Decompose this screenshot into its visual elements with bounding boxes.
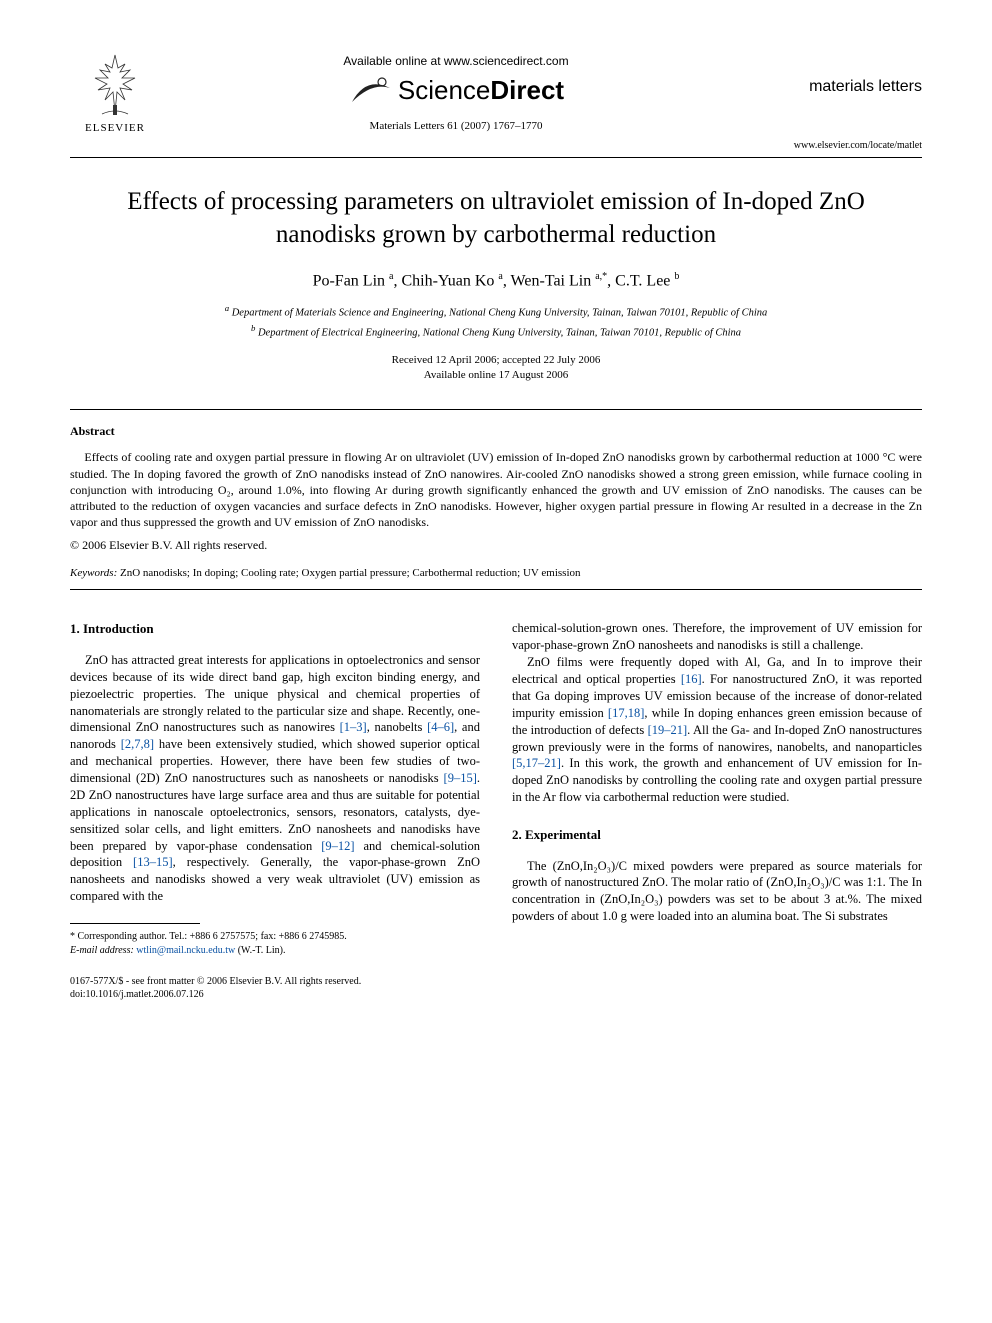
ref-link-2[interactable]: [4–6]: [427, 720, 454, 734]
journal-url: www.elsevier.com/locate/matlet: [752, 140, 922, 151]
issn-line: 0167-577X/$ - see front matter © 2006 El…: [70, 975, 480, 988]
author-4: , C.T. Lee: [607, 272, 674, 289]
citation-line: Materials Letters 61 (2007) 1767–1770: [160, 120, 752, 132]
sciencedirect-logo: ScienceDirect: [160, 72, 752, 108]
authors-line: Po-Fan Lin a, Chih-Yuan Ko a, Wen-Tai Li…: [70, 271, 922, 290]
ref-link-8[interactable]: [17,18]: [608, 706, 644, 720]
ref-link-4[interactable]: [9–15]: [444, 771, 477, 785]
journal-name: materials letters: [752, 78, 922, 96]
body-columns: 1. Introduction ZnO has attracted great …: [70, 620, 922, 1001]
affiliation-b-text: Department of Electrical Engineering, Na…: [258, 327, 741, 338]
ref-link-3[interactable]: [2,7,8]: [121, 737, 154, 751]
sciencedirect-swoosh-icon: [348, 72, 394, 108]
intro-heading: 1. Introduction: [70, 620, 480, 638]
article-dates: Received 12 April 2006; accepted 22 July…: [70, 353, 922, 384]
right-column: chemical-solution-grown ones. Therefore,…: [512, 620, 922, 1001]
corr-author-line: * Corresponding author. Tel.: +886 6 275…: [70, 930, 480, 944]
ref-link-5[interactable]: [9–12]: [321, 839, 354, 853]
elsevier-tree-icon: [80, 50, 150, 120]
ref-link-10[interactable]: [5,17–21]: [512, 756, 561, 770]
experimental-heading: 2. Experimental: [512, 826, 922, 844]
footnote-rule: [70, 923, 200, 924]
email-link[interactable]: wtlin@mail.ncku.edu.tw: [134, 945, 235, 956]
col2-para-1: chemical-solution-grown ones. Therefore,…: [512, 620, 922, 654]
email-label: E-mail address:: [70, 945, 134, 956]
abstract-text: Effects of cooling rate and oxygen parti…: [70, 450, 922, 529]
abstract-body: Effects of cooling rate and oxygen parti…: [70, 449, 922, 530]
keywords-line: Keywords: ZnO nanodisks; In doping; Cool…: [70, 567, 922, 579]
abstract-top-divider: [70, 409, 922, 410]
ref-link-6[interactable]: [13–15]: [133, 855, 173, 869]
center-header: Available online at www.sciencedirect.co…: [160, 50, 752, 132]
corresponding-footnote: * Corresponding author. Tel.: +886 6 275…: [70, 930, 480, 957]
right-header: materials letters www.elsevier.com/locat…: [752, 50, 922, 151]
author-4-aff: b: [674, 271, 679, 282]
ref-link-9[interactable]: [19–21]: [648, 723, 688, 737]
affiliation-b: b Department of Electrical Engineering, …: [70, 322, 922, 341]
elsevier-label: ELSEVIER: [85, 122, 145, 134]
header-divider: [70, 157, 922, 158]
bottom-matter: 0167-577X/$ - see front matter © 2006 El…: [70, 975, 480, 1001]
col2-para-2: ZnO films were frequently doped with Al,…: [512, 654, 922, 806]
page-header: ELSEVIER Available online at www.science…: [70, 50, 922, 151]
keywords-label: Keywords:: [70, 567, 117, 579]
keywords-text: ZnO nanodisks; In doping; Cooling rate; …: [117, 567, 580, 579]
elsevier-logo: ELSEVIER: [70, 50, 160, 134]
article-title: Effects of processing parameters on ultr…: [100, 186, 892, 251]
ref-link-7[interactable]: [16]: [681, 672, 702, 686]
author-1: Po-Fan Lin: [313, 272, 389, 289]
affiliation-a: a Department of Materials Science and En…: [70, 302, 922, 321]
abstract-copyright: © 2006 Elsevier B.V. All rights reserved…: [70, 538, 922, 553]
affiliations: a Department of Materials Science and En…: [70, 302, 922, 340]
received-date: Received 12 April 2006; accepted 22 July…: [70, 353, 922, 368]
doi-line: doi:10.1016/j.matlet.2006.07.126: [70, 988, 480, 1001]
email-suffix: (W.-T. Lin).: [235, 945, 285, 956]
sciencedirect-text: ScienceDirect: [398, 75, 564, 106]
online-date: Available online 17 August 2006: [70, 368, 922, 383]
r5: . In this work, the growth and enhanceme…: [512, 756, 922, 804]
left-column: 1. Introduction ZnO has attracted great …: [70, 620, 480, 1001]
ref-link-1[interactable]: [1–3]: [340, 720, 367, 734]
abstract-heading: Abstract: [70, 424, 922, 439]
author-3: , Wen-Tai Lin: [503, 272, 595, 289]
intro-para-1: ZnO has attracted great interests for ap…: [70, 652, 480, 905]
available-online-text: Available online at www.sciencedirect.co…: [160, 54, 752, 68]
experimental-para-1: The (ZnO,In₂O₃)/C mixed powders were pre…: [512, 858, 922, 926]
t2: , nanobelts: [367, 720, 427, 734]
email-line: E-mail address: wtlin@mail.ncku.edu.tw (…: [70, 944, 480, 958]
abstract-bottom-divider: [70, 589, 922, 590]
author-2: , Chih-Yuan Ko: [393, 272, 498, 289]
affiliation-a-text: Department of Materials Science and Engi…: [232, 308, 768, 319]
